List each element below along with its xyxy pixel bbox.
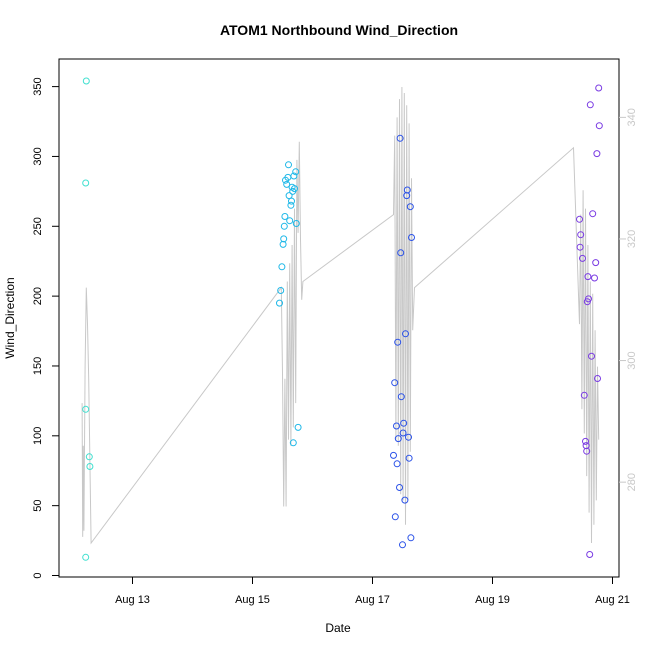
data-point: [583, 447, 591, 455]
data-point: [593, 150, 601, 158]
data-point: [393, 422, 400, 430]
right-y-tick-label: 340: [626, 108, 638, 126]
x-tick-label: Aug 19: [475, 594, 510, 606]
point-layer: [82, 77, 603, 561]
data-point: [399, 429, 407, 437]
chart-title: ATOM1 Northbound Wind_Direction: [220, 22, 458, 38]
series-line: [81, 86, 600, 545]
data-point: [580, 391, 588, 399]
data-point: [283, 180, 291, 188]
x-tick-label: Aug 15: [235, 594, 270, 606]
data-point: [292, 220, 300, 227]
data-point: [394, 435, 402, 443]
y-tick-label: 350: [32, 77, 44, 95]
data-point: [391, 379, 399, 387]
data-point: [394, 338, 402, 346]
data-point: [281, 213, 289, 220]
data-point: [576, 243, 584, 251]
data-point: [286, 217, 294, 225]
data-point: [289, 439, 297, 447]
x-tick-label: Aug 17: [355, 594, 390, 606]
data-point: [403, 186, 411, 194]
data-point: [82, 553, 90, 561]
data-point: [576, 215, 583, 223]
x-axis: Aug 13 Aug 15 Aug 17 Aug 19 Aug 21: [115, 576, 630, 606]
data-point: [82, 405, 90, 413]
y-tick-label: 300: [32, 147, 44, 165]
data-point: [294, 423, 302, 431]
y-tick-label: 150: [32, 357, 44, 375]
y-tick-label: 250: [32, 217, 44, 235]
data-point: [406, 203, 414, 211]
data-point: [277, 287, 285, 294]
y-tick-label: 50: [32, 500, 44, 512]
y-axis: 0 50 100 150 200 250 300 350: [32, 77, 60, 579]
data-point: [401, 496, 409, 504]
x-tick-label: Aug 13: [115, 594, 150, 606]
data-point: [287, 201, 295, 209]
data-point: [292, 168, 300, 176]
data-point: [276, 299, 283, 307]
y-axis-right: 280 300 320 340: [619, 108, 638, 491]
line-layer: [81, 86, 600, 545]
data-point: [595, 122, 603, 130]
data-point: [400, 419, 408, 427]
y-tick-label: 100: [32, 427, 44, 445]
data-point: [405, 433, 412, 441]
data-point: [589, 210, 597, 218]
x-axis-label: Date: [325, 621, 351, 635]
data-point: [396, 134, 404, 142]
data-point: [582, 437, 589, 445]
data-point: [285, 161, 292, 169]
data-point: [592, 259, 600, 267]
data-point: [391, 513, 399, 521]
data-point: [594, 375, 601, 382]
x-tick-label: Aug 21: [595, 594, 630, 606]
data-point: [278, 263, 286, 271]
data-point: [397, 393, 405, 401]
data-point: [586, 101, 594, 109]
data-point: [407, 534, 415, 542]
data-point: [86, 463, 94, 470]
data-point: [584, 273, 592, 281]
data-point: [291, 185, 298, 193]
data-point: [408, 234, 415, 241]
data-point: [290, 172, 298, 180]
data-point: [280, 235, 288, 243]
data-point: [591, 274, 598, 282]
data-point: [82, 179, 90, 187]
data-point: [399, 541, 406, 549]
data-point: [393, 460, 401, 468]
y-tick-label: 0: [32, 572, 44, 578]
data-point: [280, 222, 288, 230]
data-point: [82, 77, 90, 85]
data-point: [396, 484, 403, 491]
data-point: [288, 197, 295, 205]
data-point: [397, 249, 405, 257]
data-point: [390, 451, 397, 459]
data-point: [595, 84, 603, 92]
data-point: [405, 454, 413, 462]
data-point: [579, 254, 586, 262]
right-y-tick-label: 300: [626, 351, 638, 369]
y-tick-label: 200: [32, 287, 44, 305]
data-point: [577, 231, 585, 239]
data-point: [588, 352, 595, 360]
right-y-tick-label: 280: [626, 473, 638, 491]
data-point: [85, 453, 93, 461]
right-y-tick-label: 320: [626, 230, 638, 248]
data-point: [402, 330, 409, 338]
y-axis-label: Wind_Direction: [3, 277, 17, 358]
data-point: [586, 551, 594, 558]
data-point: [585, 295, 592, 303]
